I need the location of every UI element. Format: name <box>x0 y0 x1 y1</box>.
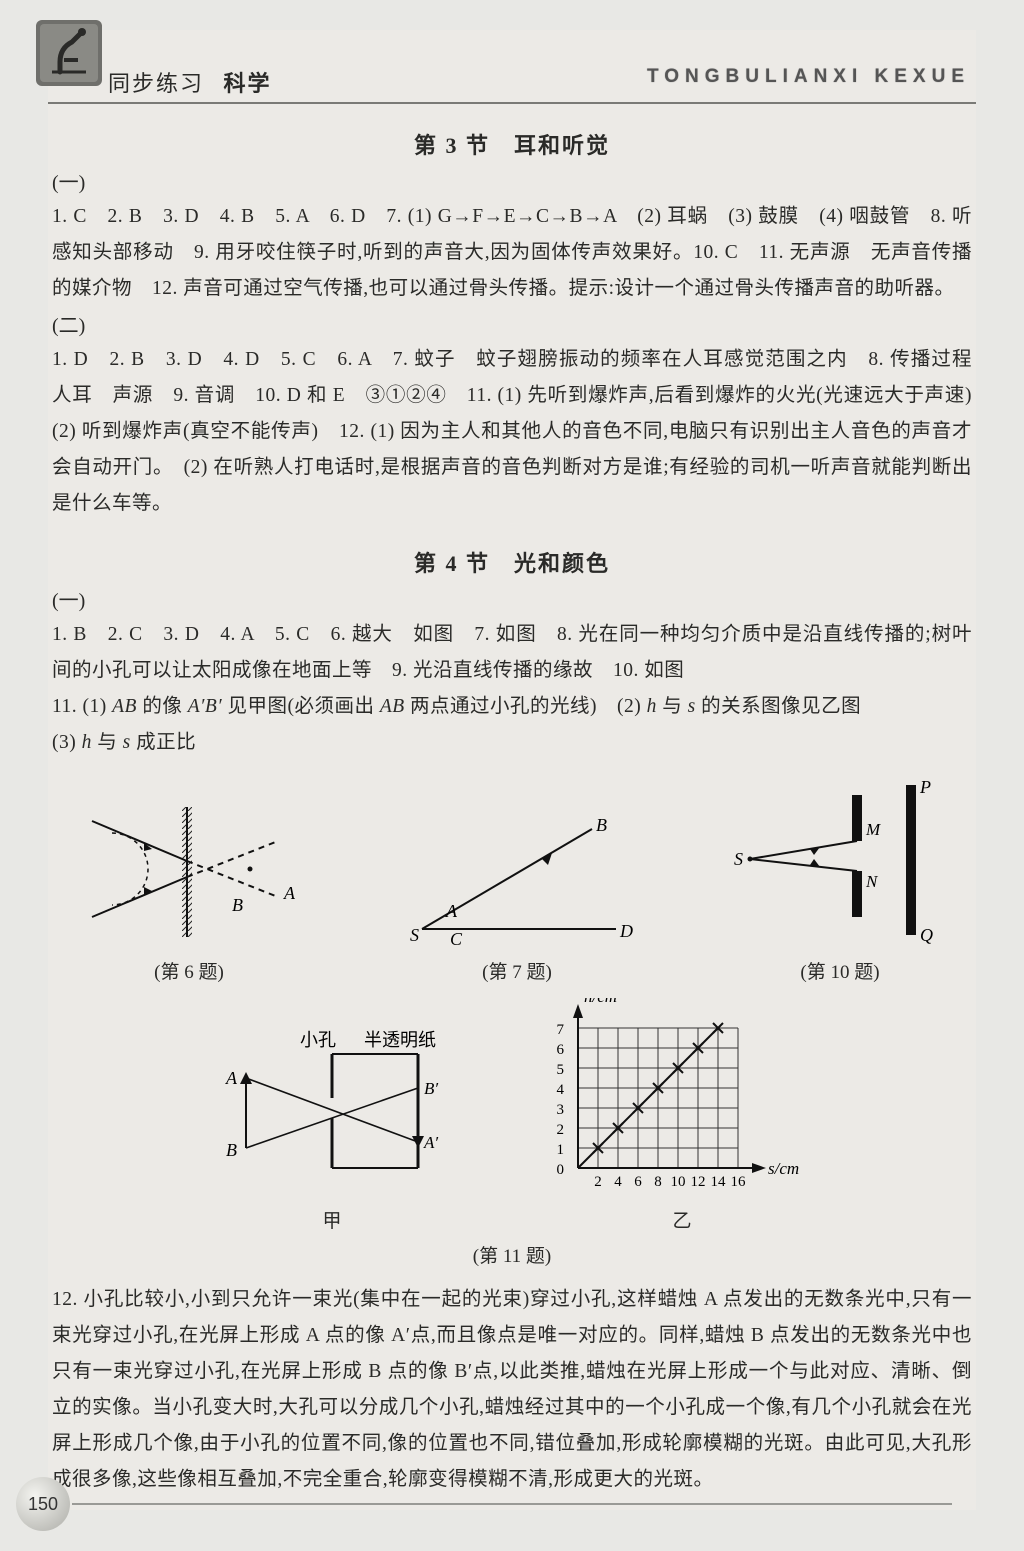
footer-rule <box>72 1503 952 1505</box>
svg-text:6: 6 <box>557 1042 565 1058</box>
section3-part2-marker: (二) <box>52 309 976 338</box>
figure-6: A B (第 6 题) <box>74 799 304 984</box>
section4-text-c: (3) h 与 s 成正比 <box>48 725 976 761</box>
section3-part1-text: 1. C 2. B 3. D 4. B 5. A 6. D 7. (1) G→F… <box>48 199 976 307</box>
svg-text:A′: A′ <box>423 1133 438 1152</box>
svg-text:s/cm: s/cm <box>768 1159 799 1178</box>
fig7-caption: (第 7 题) <box>482 957 552 984</box>
svg-text:N: N <box>865 872 879 891</box>
svg-text:S: S <box>410 925 419 945</box>
svg-text:1: 1 <box>557 1142 565 1158</box>
svg-text:3: 3 <box>557 1102 565 1118</box>
header-bar: 同步练习 科学 TONGBULIANXI KEXUE <box>48 30 976 104</box>
t: 11. (1) <box>52 696 112 717</box>
t: s <box>688 696 696 717</box>
svg-text:2: 2 <box>594 1174 602 1190</box>
section3-part1-marker: (一) <box>52 166 976 195</box>
t: 的关系图像见乙图 <box>696 696 861 717</box>
section3-part2-text: 1. D 2. B 3. D 4. D 5. C 6. A 7. 蚊子 蚊子翅膀… <box>48 342 976 522</box>
svg-text:A: A <box>225 1068 238 1088</box>
svg-text:A: A <box>283 883 296 903</box>
header-pinyin: TONGBULIANXI KEXUE <box>647 66 970 88</box>
t: AB <box>380 696 405 717</box>
svg-text:A: A <box>445 901 458 921</box>
svg-text:半透明纸: 半透明纸 <box>364 1030 436 1050</box>
section3-title: 第 3 节 耳和听觉 <box>48 128 976 160</box>
fig11-yi-label: 乙 <box>672 1206 691 1233</box>
t: 与 <box>92 732 123 753</box>
section4-title: 第 4 节 光和颜色 <box>48 546 976 578</box>
page-number-badge: 150 <box>14 1475 72 1533</box>
svg-text:7: 7 <box>557 1022 565 1038</box>
figure-11-jia: 小孔 半透明纸 A B B′ <box>192 1028 472 1233</box>
svg-text:B: B <box>596 815 607 835</box>
svg-text:6: 6 <box>634 1174 642 1190</box>
t: s <box>123 732 131 753</box>
svg-text:14: 14 <box>711 1174 727 1190</box>
figure-10: P Q M N S (第 10 题) <box>730 779 950 984</box>
svg-text:Q: Q <box>920 925 933 945</box>
svg-text:小孔: 小孔 <box>300 1030 336 1050</box>
svg-text:12: 12 <box>691 1174 706 1190</box>
t: (3) <box>52 732 82 753</box>
t: 见甲图(必须画出 <box>222 696 380 717</box>
t: h <box>647 696 657 717</box>
svg-text:D: D <box>619 921 633 941</box>
svg-text:P: P <box>919 779 931 797</box>
figures-row-2: 小孔 半透明纸 A B B′ <box>48 998 976 1233</box>
svg-text:5: 5 <box>557 1062 565 1078</box>
section4-q12: 12. 小孔比较小,小到只允许一束光(集中在一起的光束)穿过小孔,这样蜡烛 A … <box>48 1282 976 1498</box>
svg-text:4: 4 <box>614 1174 622 1190</box>
page-number-text: 150 <box>14 1475 72 1533</box>
svg-text:B′: B′ <box>424 1079 438 1098</box>
fig11-jia-label: 甲 <box>322 1206 341 1233</box>
svg-text:M: M <box>865 820 881 839</box>
fig6-caption: (第 6 题) <box>154 957 224 984</box>
svg-text:10: 10 <box>671 1174 686 1190</box>
svg-text:B: B <box>226 1140 237 1160</box>
series-label: 同步练习 <box>108 71 204 96</box>
t: 的像 <box>137 696 188 717</box>
t: 成正比 <box>131 732 196 753</box>
t: AB <box>112 696 137 717</box>
svg-text:C: C <box>450 929 463 949</box>
section4-text-b: 11. (1) AB 的像 A′B′ 见甲图(必须画出 AB 两点通过小孔的光线… <box>48 689 976 725</box>
svg-text:B: B <box>232 895 243 915</box>
svg-text:h/cm: h/cm <box>584 998 617 1006</box>
figure-7: S A C B D (第 7 题) <box>392 809 642 984</box>
page: 同步练习 科学 TONGBULIANXI KEXUE 第 3 节 耳和听觉 (一… <box>48 30 976 1510</box>
figures-row-1: A B (第 6 题) S A C B D (第 7 题) <box>74 779 950 984</box>
figure-11-yi: h/cms/cm01234567246810121416 乙 <box>532 998 832 1233</box>
section4-text-a: 1. B 2. C 3. D 4. A 5. C 6. 越大 如图 7. 如图 … <box>48 617 976 689</box>
t: 与 <box>657 696 688 717</box>
svg-text:2: 2 <box>557 1122 565 1138</box>
svg-text:4: 4 <box>557 1082 565 1098</box>
section4-part1-marker: (一) <box>52 584 976 613</box>
svg-text:16: 16 <box>731 1174 747 1190</box>
t: A′B′ <box>188 696 222 717</box>
subject-label: 科学 <box>224 71 272 96</box>
t: h <box>82 732 92 753</box>
microscope-icon <box>34 18 104 88</box>
svg-text:0: 0 <box>557 1162 565 1178</box>
fig11-caption: (第 11 题) <box>48 1241 976 1268</box>
svg-text:S: S <box>734 849 743 869</box>
t: 两点通过小孔的光线) (2) <box>405 696 647 717</box>
fig10-caption: (第 10 题) <box>800 957 879 984</box>
header-title: 同步练习 科学 <box>108 66 272 98</box>
svg-text:8: 8 <box>654 1174 662 1190</box>
